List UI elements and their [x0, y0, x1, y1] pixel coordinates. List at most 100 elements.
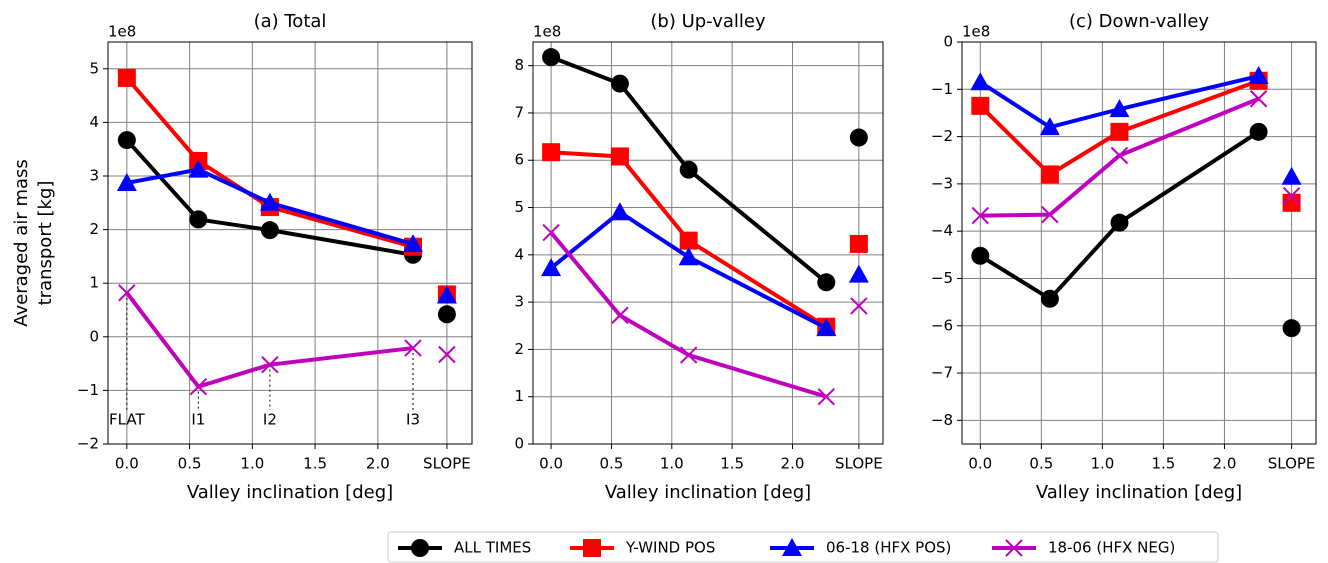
- y-axis-label: transport [kg]: [35, 181, 56, 306]
- marker: [1040, 165, 1059, 184]
- x-tick-label: 0.0: [115, 455, 139, 473]
- marker: [970, 72, 991, 91]
- marker: [403, 234, 424, 253]
- marker: [117, 131, 136, 150]
- marker: [541, 258, 562, 277]
- y-tick-label: 3: [89, 167, 99, 185]
- marker: [850, 297, 868, 315]
- y-tick-label: 5: [89, 59, 99, 77]
- marker: [1249, 122, 1268, 141]
- marker: [118, 284, 136, 302]
- marker: [117, 68, 136, 87]
- x-tick-label: 0.0: [968, 455, 992, 473]
- x-tick-label: 1.5: [303, 455, 327, 473]
- y-tick-label: −6: [931, 316, 953, 334]
- chart-title: (a) Total: [254, 11, 327, 32]
- chart-title: (c) Down-valley: [1069, 11, 1209, 32]
- x-tick-label: 0.5: [1029, 455, 1053, 473]
- marker: [261, 355, 279, 374]
- marker: [1110, 213, 1129, 232]
- legend: ALL TIMES Y-WIND POS 06-18 (HFX POS) 18-06 …: [387, 531, 1219, 563]
- annotation: I1: [191, 411, 205, 429]
- y-tick-label: 5: [514, 198, 524, 216]
- y-tick-label: −1: [77, 381, 99, 399]
- x-tick-label: SLOPE: [835, 455, 883, 473]
- x-tick-label: 2.0: [1213, 455, 1237, 473]
- marker: [678, 247, 699, 266]
- series-line: [979, 130, 1260, 302]
- series-line: [549, 209, 828, 330]
- marker: [542, 143, 561, 162]
- marker: [1039, 117, 1060, 136]
- marker: [817, 387, 835, 406]
- annotation: I2: [263, 411, 277, 429]
- offset-label: 1e8: [108, 23, 136, 41]
- x-axis-label: Valley inclination [deg]: [605, 482, 811, 503]
- y-tick-label: −1: [931, 80, 953, 98]
- y-tick-label: 7: [514, 103, 524, 121]
- marker: [1110, 122, 1129, 141]
- y-tick-label: 0: [943, 33, 953, 51]
- offset-label: 1e8: [962, 23, 990, 41]
- y-tick-label: 2: [89, 220, 99, 238]
- marker: [542, 223, 560, 242]
- marker: [817, 273, 836, 292]
- marker: [438, 345, 456, 364]
- series-line: [550, 55, 828, 284]
- series-line: [978, 78, 1260, 177]
- marker: [971, 246, 990, 265]
- y-tick-label: 4: [514, 245, 524, 263]
- marker: [610, 147, 629, 166]
- y-tick-label: −4: [931, 222, 953, 240]
- marker: [1109, 99, 1130, 118]
- legend-marker: [583, 539, 601, 557]
- marker: [542, 48, 561, 67]
- y-tick-label: 2: [514, 340, 524, 358]
- plot-frame: [532, 41, 884, 445]
- marker: [848, 264, 869, 283]
- marker: [1040, 289, 1059, 308]
- marker: [1110, 146, 1129, 165]
- marker: [404, 339, 422, 357]
- legend-label: ALL TIMES: [454, 539, 531, 557]
- y-tick-label: 1: [514, 387, 524, 405]
- marker: [436, 285, 457, 304]
- marker: [849, 234, 868, 253]
- series-line: [125, 138, 414, 257]
- x-tick-label: 1.0: [240, 455, 264, 473]
- marker: [189, 377, 208, 396]
- y-tick-label: −2: [77, 435, 99, 453]
- marker: [679, 160, 698, 179]
- marker: [816, 318, 837, 337]
- marker: [679, 231, 698, 250]
- y-tick-label: −2: [931, 127, 953, 145]
- y-tick-label: −8: [931, 411, 953, 429]
- annotation: I3: [406, 411, 420, 429]
- y-tick-label: −5: [931, 269, 953, 287]
- marker: [116, 172, 137, 191]
- y-tick-label: 0: [514, 435, 524, 453]
- x-tick-label: 1.0: [1090, 455, 1114, 473]
- x-tick-label: SLOPE: [1268, 455, 1316, 473]
- x-axis-label: Valley inclination [deg]: [1036, 482, 1242, 503]
- series-line: [980, 96, 1260, 218]
- marker: [189, 210, 208, 229]
- legend-marker: [782, 538, 802, 556]
- legend-label: 18-06 (HFX NEG): [1048, 539, 1175, 557]
- y-axis-label: Averaged air mass: [11, 159, 32, 327]
- marker: [849, 128, 868, 147]
- plot-frame: [107, 41, 473, 445]
- y-tick-label: 4: [89, 113, 99, 131]
- marker: [679, 346, 698, 364]
- series-line: [126, 167, 414, 246]
- chart-title: (b) Up-valley: [650, 11, 766, 32]
- marker: [188, 159, 209, 178]
- x-tick-label: 1.5: [1151, 455, 1175, 473]
- offset-label: 1e8: [533, 23, 561, 41]
- y-tick-label: 1: [89, 274, 99, 292]
- marker: [611, 306, 629, 325]
- x-tick-label: 2.0: [781, 455, 805, 473]
- y-tick-label: 0: [89, 327, 99, 345]
- x-tick-label: SLOPE: [423, 455, 471, 473]
